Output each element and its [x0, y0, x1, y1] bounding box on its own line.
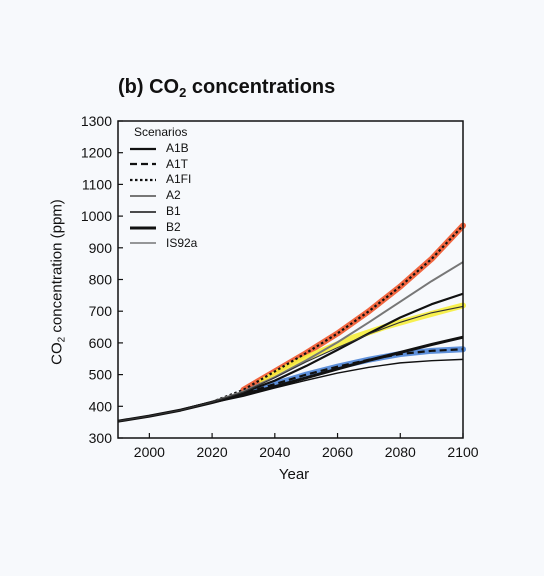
- series-line-a1fi: [117, 224, 464, 423]
- x-tick-label: 2080: [385, 444, 416, 460]
- y-tick-label: 1000: [81, 208, 112, 224]
- legend-swatch: [130, 147, 156, 150]
- legend-swatch: [130, 226, 156, 230]
- y-tick-label: 500: [89, 367, 113, 383]
- legend-item-a1fi: A1FI: [128, 172, 197, 188]
- legend: Scenarios A1B A1T A1FI A2 B1 B2 IS92a: [128, 125, 197, 251]
- title-subscript: 2: [179, 85, 187, 100]
- y-tick-label: 1300: [81, 113, 112, 129]
- legend-label: B2: [166, 219, 181, 234]
- x-tick-label: 2000: [134, 444, 165, 460]
- legend-swatch: [130, 211, 156, 213]
- y-tick-label: 1200: [81, 145, 112, 161]
- legend-swatch: [130, 242, 156, 245]
- highlight-layer: [240, 222, 466, 395]
- y-tick-label: 800: [89, 272, 113, 288]
- legend-item-b2: B2: [128, 220, 197, 236]
- series-line-a2: [117, 261, 464, 423]
- x-tick-label: 2060: [322, 444, 353, 460]
- series-line-is92a: [117, 305, 464, 422]
- legend-label: B1: [166, 203, 181, 218]
- legend-label: A2: [166, 188, 181, 203]
- series-line-a1b: [117, 292, 464, 423]
- y-tick-label: 300: [89, 430, 113, 446]
- legend-item-is92a: IS92a: [128, 236, 197, 252]
- legend-item-a2: A2: [128, 188, 197, 204]
- x-axis-label: Year: [278, 466, 310, 483]
- chart-title: (b) CO2 concentrations: [118, 76, 336, 100]
- legend-label: A1FI: [166, 172, 192, 187]
- legend-item-a1t: A1T: [128, 157, 197, 173]
- y-tick-label: 1100: [82, 176, 112, 192]
- y-axis-label: CO2 concentration (ppm): [48, 199, 68, 365]
- y-tick-label: 900: [89, 240, 113, 256]
- x-tick-label: 2100: [447, 444, 478, 460]
- x-tick-label: 2020: [197, 444, 228, 460]
- ylabel-subscript: 2: [56, 336, 68, 343]
- y-tick-label: 600: [89, 335, 113, 351]
- legend-swatch: [130, 195, 156, 198]
- y-tick-label: 700: [89, 303, 113, 319]
- y-tick-label: 400: [89, 398, 113, 414]
- legend-label: A1B: [166, 140, 189, 155]
- legend-item-a1b: A1B: [128, 141, 197, 157]
- legend-label: A1T: [166, 156, 189, 171]
- legend-title: Scenarios: [134, 125, 188, 139]
- legend-swatch: [130, 163, 156, 166]
- axis-layer: 300 400 500 600 700 800 900 1000 1100 1200 1300 200…: [81, 113, 479, 460]
- legend-item-b1: B1: [128, 204, 197, 220]
- series-layer: [117, 224, 464, 423]
- x-tick-label: 2040: [259, 444, 290, 460]
- legend-label: IS92a: [166, 235, 198, 250]
- legend-swatch: [130, 179, 156, 182]
